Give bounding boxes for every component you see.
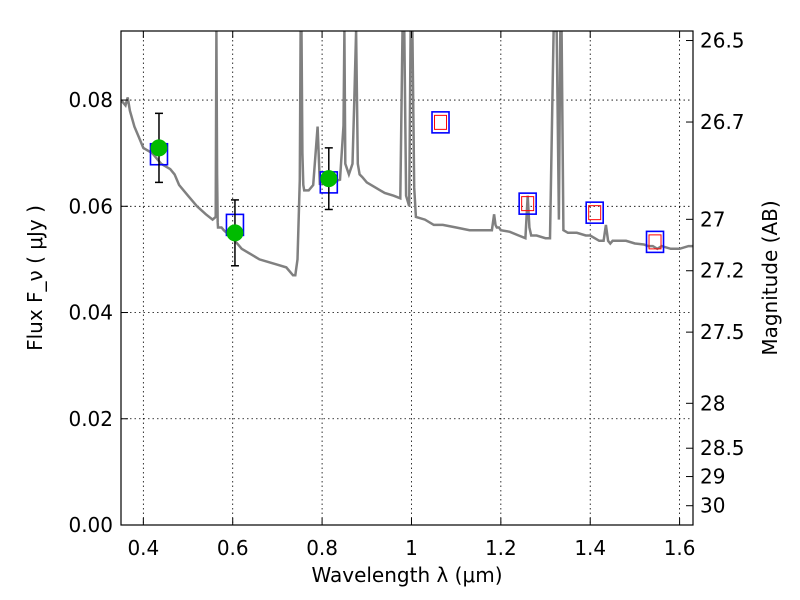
x-tick-label: 0.8 [306, 536, 338, 560]
mag-tick-label: 30 [700, 494, 725, 518]
x-tick-label: 0.6 [217, 536, 249, 560]
model-flux-inner-box [588, 205, 602, 221]
tick-layer: 0.4 0.6 0.8 1 1.2 1.4 1.6 0.00 0.02 0.04 0.06 0.08 2… [68, 29, 744, 560]
x-tick-label: 1.6 [664, 536, 696, 560]
observed-flux-point [150, 139, 168, 157]
plot-frame [120, 30, 694, 526]
mag-tick-label: 28.5 [700, 436, 745, 460]
mag-tick-label: 29 [700, 465, 725, 489]
mag-tick-label: 27.5 [700, 320, 745, 344]
y-tick-label: 0.00 [68, 513, 113, 537]
y-tick-label: 0.06 [68, 194, 113, 218]
mag-tick-label: 28 [700, 391, 725, 415]
marker-layer [149, 111, 665, 267]
y-axis-title: Flux F_ν ( μJy ) [23, 205, 47, 351]
plot-background [121, 31, 693, 525]
series-layer [121, 31, 693, 277]
model-flux-inner-box [434, 114, 448, 130]
y-tick-label: 0.04 [68, 301, 113, 325]
model-flux-box [431, 111, 450, 134]
y-tick-label: 0.02 [68, 407, 113, 431]
model-flux-box [645, 230, 665, 254]
mag-tick-label: 27.2 [700, 259, 745, 283]
y-tick-label: 0.08 [68, 88, 113, 112]
model-flux-box [585, 201, 604, 224]
observed-flux-point [320, 170, 338, 188]
model-flux-inner-box [648, 234, 662, 250]
model-flux-inner-box [521, 196, 535, 212]
x-tick-label: 1.4 [574, 536, 606, 560]
right-y-axis-title: Magnitude (AB) [758, 200, 782, 355]
mag-tick-label: 26.5 [700, 29, 745, 53]
x-axis-title: Wavelength λ (μm) [311, 563, 502, 587]
x-tick-label: 0.4 [127, 536, 159, 560]
x-tick-label: 1 [405, 536, 418, 560]
model-flux-box [518, 192, 537, 215]
mag-tick-label: 26.7 [700, 110, 745, 134]
x-tick-label: 1.2 [485, 536, 517, 560]
model-spectrum-line [121, 31, 693, 277]
observed-flux-point [226, 224, 244, 242]
mag-tick-label: 27 [700, 207, 725, 231]
